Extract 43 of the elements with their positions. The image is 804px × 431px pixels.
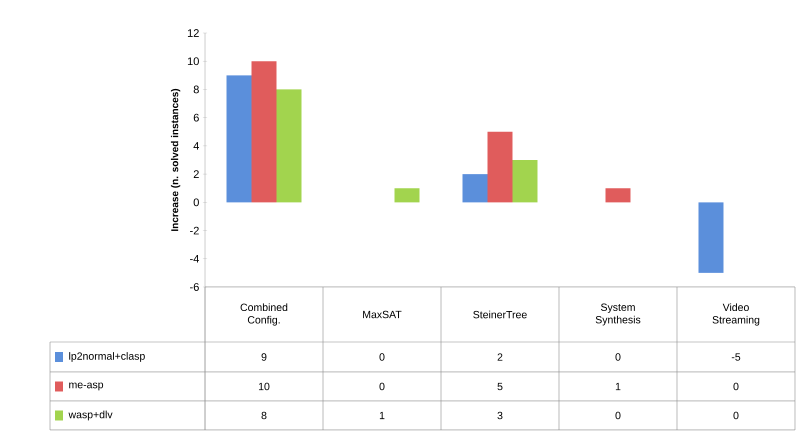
x-tick-label: Combined Config. xyxy=(240,303,288,326)
x-tick-label: System Synthesis xyxy=(596,303,640,326)
bar xyxy=(226,75,252,202)
data-label: 1 xyxy=(616,382,620,390)
legend-label: wasp+dlv xyxy=(68,410,113,420)
data-label: 2 xyxy=(498,353,502,361)
x-tick-label: SteinerTree xyxy=(473,310,527,318)
bar xyxy=(488,132,512,202)
data-label: 0 xyxy=(615,353,621,361)
data-label: 9 xyxy=(262,353,266,361)
x-tick-label: MaxSAT xyxy=(363,310,402,318)
bar xyxy=(512,160,538,202)
data-label: 0 xyxy=(379,353,385,361)
data-label: 10 xyxy=(258,382,270,390)
data-label: 1 xyxy=(380,412,384,420)
bar xyxy=(462,174,488,202)
y-tick-label: 4 xyxy=(193,142,200,150)
data-label: 5 xyxy=(498,382,502,390)
y-tick-label: -6 xyxy=(190,283,199,291)
y-tick-label: -4 xyxy=(190,254,200,263)
data-label: 0 xyxy=(379,382,385,390)
data-label: 0 xyxy=(733,382,738,390)
y-tick-label: 0 xyxy=(194,198,199,206)
x-tick-label: Video Streaming xyxy=(712,303,760,326)
y-axis-title: Increase (n. solved instances) xyxy=(170,88,180,231)
y-tick-label: 6 xyxy=(194,114,199,122)
data-label: -5 xyxy=(732,353,740,361)
data-label: 0 xyxy=(733,412,738,420)
bar xyxy=(605,188,630,202)
bar xyxy=(276,89,302,202)
data-label: 8 xyxy=(262,412,266,420)
y-tick-label: 10 xyxy=(188,57,199,66)
y-tick-label: 2 xyxy=(194,170,199,178)
data-label: 0 xyxy=(615,412,621,420)
legend-label: me-asp xyxy=(69,382,104,390)
bar xyxy=(698,202,724,273)
y-tick-label: 12 xyxy=(188,29,199,37)
data-label: 3 xyxy=(497,412,502,420)
y-tick-label: -2 xyxy=(190,226,199,234)
legend-label: lp2normal+clasp xyxy=(69,352,145,362)
bar xyxy=(252,61,277,202)
bar xyxy=(394,188,420,202)
y-tick-label: 8 xyxy=(194,86,199,94)
